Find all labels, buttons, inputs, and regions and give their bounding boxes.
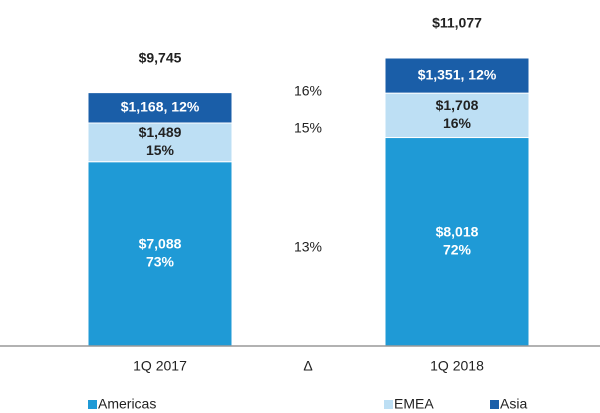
total-label: $9,745 [139, 49, 182, 65]
x-tick-label: 1Q 2018 [430, 358, 484, 374]
share-label: 73% [146, 254, 175, 270]
value-label: $1,168, 12% [121, 99, 200, 115]
delta-header: Δ [303, 358, 312, 374]
legend-label: Americas [98, 396, 156, 412]
delta-label: 15% [294, 120, 322, 136]
value-label: $1,708 [436, 97, 479, 113]
share-label: 16% [443, 115, 472, 131]
legend-swatch [88, 400, 97, 409]
bar-segment [384, 92, 530, 139]
share-label: 72% [443, 241, 472, 257]
bar-segment [87, 122, 233, 163]
delta-label: 16% [294, 82, 322, 98]
legend-swatch [490, 400, 499, 409]
value-label: $8,018 [436, 223, 479, 239]
bar-segment [87, 161, 233, 347]
delta-label: 13% [294, 239, 322, 255]
bar-segment [384, 57, 530, 94]
value-label: $7,088 [139, 236, 182, 252]
bar-segment [384, 137, 530, 347]
bar-segment [87, 92, 233, 124]
legend-label: EMEA [394, 396, 434, 412]
value-label: $1,351, 12% [418, 66, 497, 82]
value-label: $1,489 [139, 124, 182, 140]
x-tick-label: 1Q 2017 [133, 358, 187, 374]
total-label: $11,077 [432, 15, 482, 31]
legend-label: Asia [500, 396, 527, 412]
share-label: 15% [146, 142, 175, 158]
legend-swatch [384, 400, 393, 409]
